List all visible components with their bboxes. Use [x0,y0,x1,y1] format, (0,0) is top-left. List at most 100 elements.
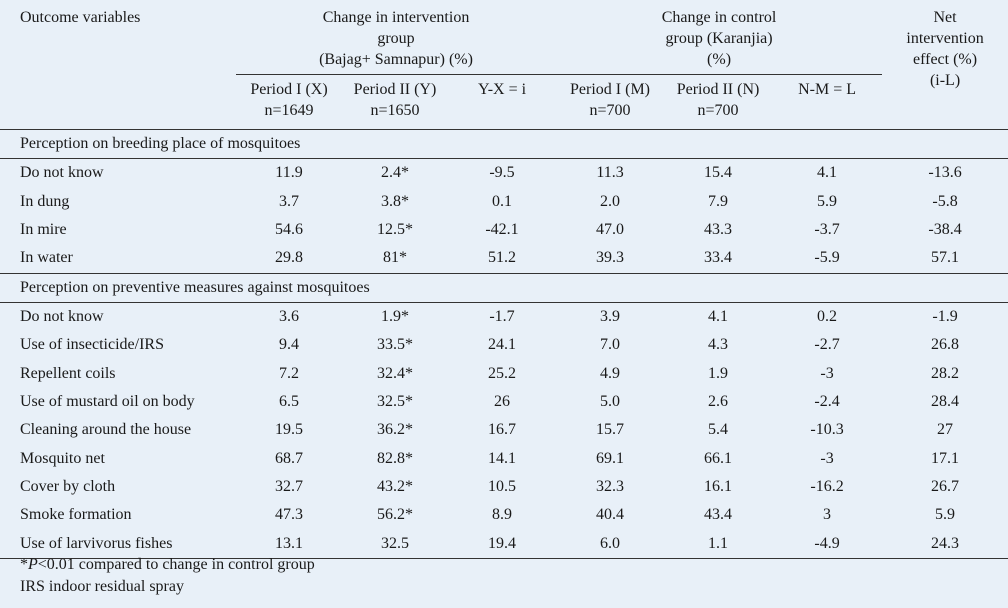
footnote-significance: *P<0.01 compared to change in control gr… [20,556,315,573]
header-control-line1: Change in control [661,9,777,26]
header-p1m: Period I (M) n=700 [556,75,664,122]
table-cell: 66.1 [704,449,733,467]
table-row: Repellent coils 7.2 32.4* 25.2 4.9 1.9 -3 28.2 [0,359,1008,387]
table-cell: 13.1 [236,529,342,560]
table-cell: 5.4 [708,421,729,439]
section-header-row: Perception on breeding place of mosquito… [0,130,1008,159]
header-p2y: Period II (Y) n=1650 [342,75,448,122]
table-cell: 5.9 [935,506,956,524]
header-yx: Y-X = i [477,81,527,98]
table-cell: 43.4 [704,506,733,524]
table-cell: 8.9 [492,506,512,524]
table-cell: 7.2 [279,364,299,382]
table-cell: -13.6 [928,164,962,182]
table-cell: -38.4 [928,220,962,238]
table-body: Perception on breeding place of mosquito… [0,130,1008,560]
table-cell: 5.9 [817,192,838,210]
header-net-line2: intervention [906,30,984,47]
table-cell: 43.2* [377,478,413,496]
table-row: Cleaning around the house 19.5 36.2* 16.7 15… [0,416,1008,444]
table-row: Smoke formation 47.3 56.2* 8.9 40.4 43.4 3 5.9 [0,501,1008,529]
table-cell: 57.1 [931,249,960,267]
table-cell: 11.9 [275,164,303,182]
row-label: Use of mustard oil on body [20,392,195,410]
header-intervention-line2: group [377,30,415,47]
table-cell: 27 [937,421,954,439]
table-cell: -3 [820,449,834,467]
table-cell: 15.7 [596,421,625,439]
table-row: Use of insecticide/IRS 9.4 33.5* 24.1 7.0 4.3… [0,331,1008,359]
row-label: Smoke formation [20,506,132,524]
table-row: Mosquito net 68.7 82.8* 14.1 69.1 66.1 -3 17.1 [0,445,1008,473]
table-cell: -10.3 [810,421,844,439]
table-cell: 0.1 [492,192,512,210]
table-cell: 10.5 [488,478,516,496]
row-label: Mosquito net [20,449,105,467]
header-p2y-n: n=1650 [370,102,420,119]
table-cell: -2.7 [814,336,840,354]
header-row-sub: Period I (X) n=1649 Period II (Y) n=1650… [0,75,1008,122]
table-cell: -9.5 [489,164,515,182]
header-p2n-label: Period II (N) [676,81,760,98]
header-intervention: Change in intervention group (Bajag+ Sam… [236,0,557,75]
table-cell: 17.1 [931,449,960,467]
table-cell: -3.7 [814,220,840,238]
header-p2n-n: n=700 [697,102,739,119]
table-cell: -4.9 [772,529,883,560]
table-cell: 43.3 [704,220,733,238]
row-label: Cover by cloth [20,478,116,496]
table-cell: 54.6 [275,220,303,238]
table-cell: 6.5 [279,392,299,410]
table-cell: 9.4 [279,336,299,354]
table-cell: 15.4 [704,164,733,182]
table-row: In dung 3.7 3.8* 0.1 2.0 7.9 5.9 -5.8 [0,187,1008,215]
table-cell: 3 [823,506,832,524]
row-label: In mire [20,220,67,238]
table-cell: 69.1 [596,449,625,467]
table-cell: 4.1 [708,307,729,325]
header-p1x-label: Period I (X) [250,81,328,98]
header-p1x-n: n=1649 [264,102,314,119]
table-row: Cover by cloth 32.7 43.2* 10.5 32.3 16.1 -16.2… [0,473,1008,501]
table-cell: 33.4 [704,249,733,267]
table-cell: 81* [383,249,407,267]
table-cell: 12.5* [377,220,413,238]
table-cell: 40.4 [596,506,625,524]
table-row: In water 29.8 81* 51.2 39.3 33.4 -5.9 57.1 [0,244,1008,273]
table-cell: 2.0 [600,192,621,210]
table-cell: 28.2 [931,364,960,382]
row-label: Use of insecticide/IRS [20,336,164,354]
table-cell: 7.0 [600,336,621,354]
table-cell: -2.4 [814,392,840,410]
table-cell: 36.2* [377,421,413,439]
table-cell: 28.4 [931,392,960,410]
table-cell: 26 [494,392,510,410]
table-cell: 47.3 [275,506,303,524]
table-cell: 32.5* [377,392,413,410]
table-cell: 56.2* [377,506,413,524]
table-cell: 26.7 [931,478,960,496]
header-p1x: Period I (X) n=1649 [236,75,342,122]
table-cell: 19.4 [448,529,557,560]
table-cell: 11.3 [596,164,624,182]
table-cell: 82.8* [377,449,413,467]
header-p1m-label: Period I (M) [570,81,650,98]
table-cell: 4.9 [600,364,621,382]
table-cell: 1.1 [664,529,773,560]
row-label: Do not know [20,307,104,325]
table-cell: 4.1 [817,164,838,182]
header-control-line3: (%) [707,51,732,68]
section-title: Perception on preventive measures agains… [0,272,1008,303]
header-p1m-n: n=700 [589,102,631,119]
table-cell: 6.0 [556,529,665,560]
table-cell: 1.9* [381,307,409,325]
table-cell: 0.2 [817,307,838,325]
table-cell: 29.8 [275,249,303,267]
row-label: Cleaning around the house [20,421,192,439]
header-p2n: Period II (N) n=700 [664,75,772,122]
table-cell: 3.8* [381,192,409,210]
table-cell: -42.1 [485,220,519,238]
header-net: Net intervention effect (%) (i-L) [882,0,1008,121]
table-row: Do not know 11.9 2.4* -9.5 11.3 15.4 4.1 -13.6 [0,158,1008,188]
